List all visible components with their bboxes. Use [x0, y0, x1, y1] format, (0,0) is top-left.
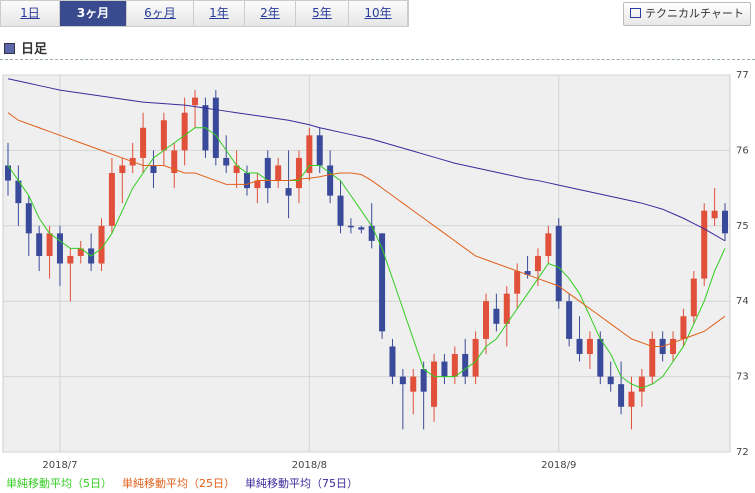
candle-body — [233, 165, 240, 174]
period-tab[interactable]: 3ヶ月 — [60, 1, 127, 26]
candle-body — [701, 210, 708, 279]
period-tab[interactable]: 6ヶ月 — [127, 1, 194, 26]
period-tab[interactable]: 1日 — [1, 1, 60, 26]
candle-body — [597, 338, 604, 377]
candle-body — [192, 97, 199, 106]
y-tick-label: 77 — [736, 70, 749, 81]
y-tick-label: 74 — [736, 296, 749, 307]
candle-body — [347, 225, 354, 228]
candle-body — [680, 316, 687, 339]
candle-body — [441, 361, 448, 377]
candle-body — [514, 271, 521, 294]
candle-body — [171, 150, 178, 174]
candle-body — [607, 376, 614, 385]
candle-body — [108, 173, 115, 226]
legend-entry: 単純移動平均（75日） — [245, 476, 358, 490]
x-tick-label: 2018/9 — [541, 460, 576, 471]
candle-body — [389, 346, 396, 377]
candle-body — [327, 165, 334, 196]
candle-body — [285, 188, 292, 196]
period-tab[interactable]: 2年 — [245, 1, 296, 26]
candle-body — [524, 271, 531, 275]
divider — [0, 59, 755, 60]
technical-chart-button[interactable]: テクニカルチャート — [623, 2, 751, 26]
candle-body — [36, 233, 43, 256]
candle-body — [472, 338, 479, 377]
candle-body — [15, 180, 22, 204]
y-tick-label: 76 — [736, 145, 749, 156]
candle-body — [25, 203, 32, 234]
candle-body — [420, 369, 427, 392]
candle-body — [244, 173, 250, 189]
candle-body — [410, 376, 417, 392]
candle-body — [576, 338, 583, 354]
candle-body — [140, 127, 147, 158]
candle-body — [316, 135, 323, 166]
candle-body — [295, 157, 302, 189]
candle-body — [722, 210, 728, 234]
y-tick-label: 75 — [736, 221, 749, 232]
candle-body — [67, 255, 74, 264]
candle-body — [368, 225, 375, 241]
candle-body — [451, 353, 458, 377]
x-tick-label: 2018/8 — [292, 460, 327, 471]
legend-entry: 単純移動平均（5日） — [6, 476, 112, 490]
candle-body — [264, 157, 271, 189]
period-tab[interactable]: 1年 — [194, 1, 245, 26]
candle-body — [306, 135, 313, 174]
y-tick-label: 73 — [736, 372, 749, 383]
moving-average-line — [7, 78, 726, 242]
candle-body — [77, 248, 84, 256]
candle-body — [275, 165, 282, 181]
candle-body — [212, 97, 219, 158]
candle-body — [711, 210, 718, 219]
candle-body — [431, 361, 438, 407]
moving-average-line — [7, 127, 726, 389]
period-tab[interactable]: 10年 — [349, 1, 408, 26]
candle-body — [358, 227, 365, 230]
candle-body — [670, 338, 677, 354]
candle-body — [534, 255, 541, 272]
candle-body — [56, 233, 63, 264]
candle-body — [379, 233, 386, 332]
candle-body — [690, 278, 697, 317]
legend-entry: 単純移動平均（25日） — [122, 476, 235, 490]
y-tick-label: 72 — [736, 447, 749, 458]
candle-body — [649, 338, 656, 377]
candle-body — [46, 233, 53, 256]
candle-body — [399, 376, 406, 385]
candle-body — [160, 120, 167, 151]
candle-body — [223, 157, 230, 166]
period-tabs: 1日 3ヶ月 6ヶ月 1年 2年 5年 10年 — [0, 0, 409, 27]
candle-body — [5, 165, 11, 181]
candle-body — [566, 301, 573, 339]
candle-body — [618, 384, 625, 407]
button-label: テクニカルチャート — [645, 7, 744, 20]
x-tick-label: 2018/7 — [42, 460, 77, 471]
candle-body — [150, 165, 157, 174]
moving-average-line — [7, 112, 726, 347]
heading-text: 日足 — [21, 42, 48, 57]
candle-body — [254, 180, 261, 189]
period-tab[interactable]: 5年 — [296, 1, 349, 26]
candle-body — [493, 308, 500, 324]
candle-body — [98, 225, 105, 264]
candle-body — [555, 225, 562, 302]
chart: 72 73 74 75 76 77 2018/7 2018/8 2018/9 単純移動平均（5日）… — [2, 70, 749, 490]
candle-body — [638, 376, 645, 392]
chart-heading: 日足 — [4, 38, 47, 57]
candle-body — [337, 195, 344, 226]
candle-body — [586, 338, 593, 354]
candle-body — [503, 293, 510, 324]
candle-body — [181, 112, 188, 151]
candle-body — [545, 233, 552, 256]
candle-body — [483, 301, 489, 339]
candle-body — [462, 353, 469, 377]
candle-body — [119, 165, 126, 174]
candle-body — [628, 391, 635, 407]
